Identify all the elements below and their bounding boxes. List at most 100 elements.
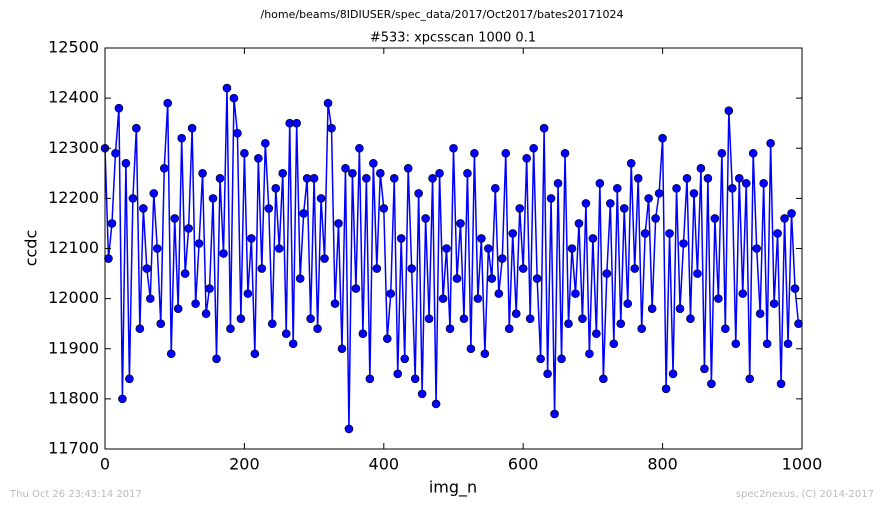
- data-point: [703, 174, 713, 183]
- data-point: [330, 299, 340, 308]
- data-point: [752, 244, 761, 253]
- data-point: [306, 314, 315, 323]
- data-point: [226, 324, 235, 334]
- data-point: [128, 194, 138, 203]
- data-point: [731, 339, 741, 349]
- footer-timestamp: Thu Oct 26 23:43:14 2017: [9, 489, 142, 500]
- data-point: [149, 189, 159, 198]
- data-point: [125, 374, 134, 384]
- data-point: [588, 234, 598, 243]
- data-point: [696, 164, 706, 173]
- data-point: [152, 244, 162, 253]
- data-point: [417, 389, 427, 399]
- data-point: [755, 309, 765, 318]
- data-point: [463, 169, 472, 178]
- data-point: [365, 374, 375, 384]
- data-point: [313, 324, 322, 334]
- data-point: [759, 179, 768, 188]
- data-point: [543, 369, 552, 379]
- data-point: [139, 204, 148, 213]
- data-point: [222, 83, 232, 93]
- data-point: [640, 229, 650, 238]
- data-point: [177, 133, 186, 143]
- plot-frame: [104, 47, 803, 450]
- data-point: [212, 354, 221, 364]
- data-point: [606, 199, 615, 208]
- data-point: [191, 299, 200, 308]
- data-point: [261, 138, 270, 148]
- data-point: [616, 319, 626, 328]
- data-point: [233, 128, 242, 138]
- data-point: [142, 264, 152, 273]
- y-tick-label: 11800: [48, 388, 99, 407]
- data-point: [780, 214, 789, 223]
- data-point: [665, 229, 674, 238]
- data-point: [292, 118, 301, 128]
- data-point: [766, 138, 775, 148]
- data-point: [358, 329, 368, 339]
- x-tick-label: 200: [229, 455, 260, 474]
- data-point: [316, 194, 326, 203]
- data-point: [619, 204, 629, 213]
- x-tick-label: 800: [647, 455, 678, 474]
- y-axis-label: ccdc: [22, 230, 41, 267]
- data-point: [111, 148, 120, 158]
- data-point: [581, 199, 591, 208]
- x-tick-label: 600: [508, 455, 539, 474]
- data-point: [497, 254, 507, 263]
- data-point: [442, 244, 451, 253]
- data-point: [173, 304, 183, 313]
- data-point: [104, 254, 113, 263]
- data-point: [288, 339, 298, 349]
- data-point: [532, 274, 542, 283]
- data-point: [146, 294, 155, 303]
- data-point: [386, 289, 396, 298]
- data-point: [456, 219, 465, 228]
- data-point: [769, 299, 779, 308]
- data-point: [438, 294, 448, 303]
- data-point: [511, 309, 521, 318]
- data-point: [661, 384, 671, 394]
- data-point: [745, 374, 755, 384]
- data-point: [776, 379, 786, 389]
- data-point: [741, 179, 751, 188]
- data-point: [376, 169, 385, 178]
- data-point: [557, 354, 566, 364]
- data-point: [522, 153, 531, 163]
- data-point: [229, 93, 239, 103]
- data-point: [724, 106, 734, 115]
- data-point: [637, 324, 646, 334]
- data-point: [630, 264, 640, 273]
- data-point: [351, 284, 361, 293]
- data-point: [473, 294, 483, 303]
- data-point: [132, 123, 141, 133]
- data-point: [491, 184, 500, 193]
- data-point: [187, 123, 197, 133]
- data-point: [470, 148, 479, 158]
- data-point: [626, 158, 636, 168]
- data-point: [403, 164, 413, 173]
- data-point: [215, 174, 225, 183]
- data-point: [219, 249, 228, 258]
- data-point: [323, 98, 333, 108]
- data-point: [247, 234, 256, 243]
- data-point: [250, 349, 260, 359]
- data-point: [428, 174, 437, 183]
- y-tick-label: 12500: [48, 38, 99, 57]
- data-point: [281, 329, 291, 339]
- data-point: [773, 229, 782, 238]
- data-point: [118, 394, 127, 404]
- data-point: [550, 409, 559, 419]
- y-tick-label: 12000: [48, 288, 99, 307]
- data-point: [407, 264, 416, 273]
- data-point: [184, 224, 193, 233]
- data-point: [362, 174, 371, 183]
- data-point: [431, 399, 441, 409]
- data-point: [372, 264, 382, 273]
- data-point: [762, 339, 772, 349]
- data-point: [393, 369, 403, 379]
- data-point: [421, 214, 430, 223]
- data-point: [337, 344, 347, 354]
- chart-title: #533: xpcsscan 1000 0.1: [370, 31, 536, 46]
